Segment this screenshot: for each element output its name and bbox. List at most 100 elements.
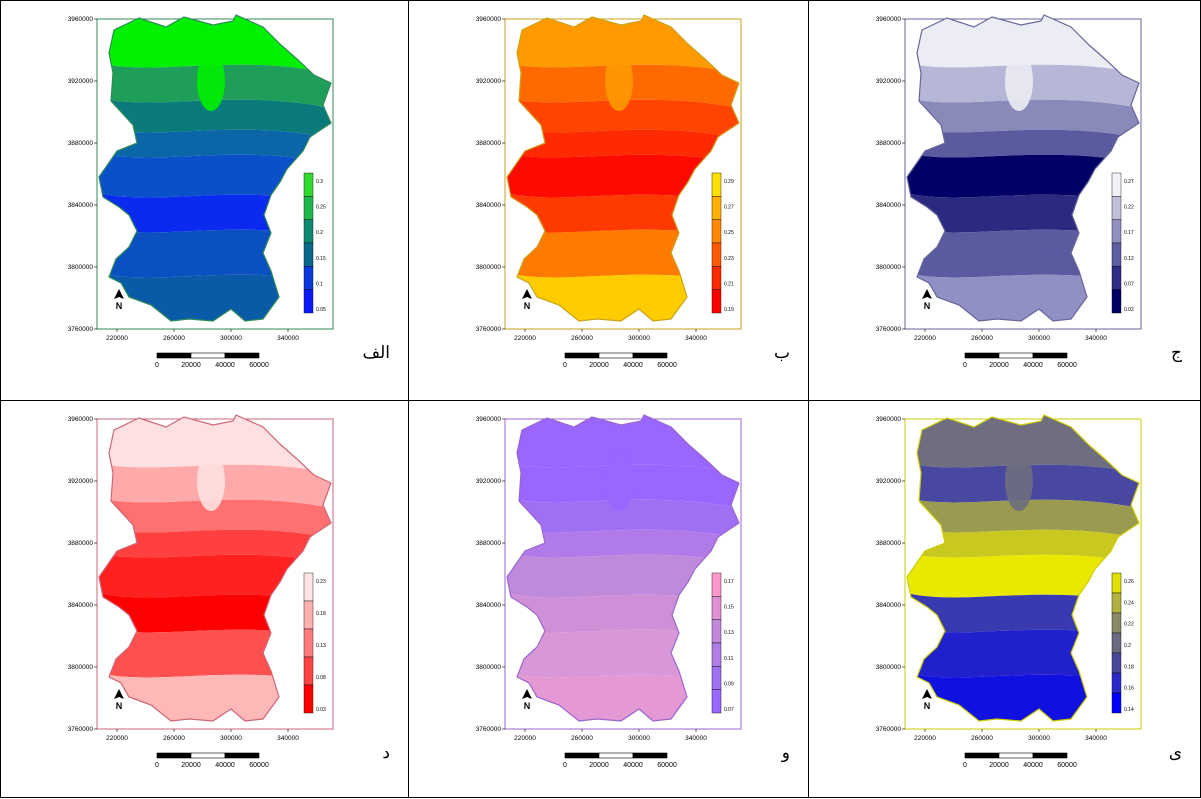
map-panel: 3960000 3920000 3880000 3840000 3800000 37600… xyxy=(0,400,409,798)
contour-peak xyxy=(1005,451,1033,511)
legend-swatch xyxy=(1111,592,1122,614)
scale-bar-segment xyxy=(998,752,1034,759)
scale-bar-segment xyxy=(632,352,668,359)
legend-swatch xyxy=(711,689,722,714)
north-arrow-icon: N xyxy=(922,289,932,311)
region-outline xyxy=(906,14,1140,322)
legend-swatch xyxy=(303,266,314,290)
map-svg: 3960000 3920000 3880000 3840000 3800000 37600… xyxy=(68,14,334,369)
legend-label: 0.23 xyxy=(724,256,734,262)
contour-zone xyxy=(507,496,739,540)
contour-peak xyxy=(605,51,633,111)
svg-text:N: N xyxy=(524,701,531,711)
y-tick-label: 3960000 xyxy=(68,416,94,423)
legend-label: 0.27 xyxy=(1124,179,1134,185)
x-tick-label: 300000 xyxy=(220,335,242,342)
map-panel: 3960000 3920000 3880000 3840000 3800000 37600… xyxy=(808,0,1201,401)
north-arrow-icon: N xyxy=(114,289,124,311)
y-tick-label: 3760000 xyxy=(876,726,902,733)
scale-bar-segment xyxy=(224,352,260,359)
scale-bar-segment xyxy=(564,352,600,359)
legend-swatch xyxy=(711,642,722,667)
legend-label: 0.21 xyxy=(724,281,734,287)
scale-bar-segment xyxy=(564,752,600,759)
legend-swatch xyxy=(303,289,314,314)
x-tick-label: 340000 xyxy=(277,335,299,342)
scale-bar-label: 40000 xyxy=(215,762,235,769)
north-arrow-icon: N xyxy=(522,689,532,711)
y-tick-label: 3840000 xyxy=(476,602,502,609)
legend-label: 0.29 xyxy=(724,179,734,185)
map-panel: 3960000 3920000 3880000 3840000 3800000 37600… xyxy=(408,400,809,798)
legend-swatch xyxy=(1111,692,1122,714)
panel-caption: و xyxy=(781,743,790,763)
legend-label: 0.27 xyxy=(724,205,734,211)
y-tick-label: 3880000 xyxy=(68,140,94,147)
map-panel: 3960000 3920000 3880000 3840000 3800000 37600… xyxy=(808,400,1201,798)
legend-swatch xyxy=(1111,289,1122,314)
legend-swatch xyxy=(711,619,722,644)
panel-caption: د xyxy=(382,743,390,763)
scale-bar-label: 0 xyxy=(563,762,567,769)
y-tick-label: 3800000 xyxy=(476,664,502,671)
y-tick-label: 3800000 xyxy=(876,264,902,271)
scale-bar-segment xyxy=(632,752,668,759)
scale-bar-label: 20000 xyxy=(181,762,201,769)
scale-bar-label: 0 xyxy=(963,362,967,369)
y-tick-label: 3920000 xyxy=(476,78,502,85)
x-tick-label: 260000 xyxy=(571,735,593,742)
legend-swatch xyxy=(303,600,314,630)
legend-swatch xyxy=(303,656,314,686)
legend-swatch xyxy=(711,289,722,314)
legend-label: 0.17 xyxy=(724,579,734,585)
y-tick-label: 3760000 xyxy=(476,326,502,333)
contour-zone xyxy=(507,96,739,140)
legend-swatch xyxy=(1111,632,1122,654)
region-outline xyxy=(506,14,740,322)
scale-bar-segment xyxy=(1032,352,1068,359)
y-tick-label: 3760000 xyxy=(476,726,502,733)
legend-swatch xyxy=(711,572,722,597)
legend-swatch xyxy=(711,219,722,244)
y-tick-label: 3960000 xyxy=(68,16,94,23)
y-tick-label: 3840000 xyxy=(476,202,502,209)
legend-swatch xyxy=(711,596,722,620)
north-arrow-icon: N xyxy=(114,689,124,711)
legend-label: 0.26 xyxy=(1124,579,1134,585)
scale-bar-label: 0 xyxy=(155,762,159,769)
y-tick-label: 3880000 xyxy=(876,140,902,147)
scale-bar-label: 60000 xyxy=(1057,762,1077,769)
contour-peak xyxy=(197,451,225,511)
scale-bar-segment xyxy=(190,352,226,359)
scale-bar-label: 60000 xyxy=(1057,362,1077,369)
y-tick-label: 3880000 xyxy=(476,540,502,547)
x-tick-label: 340000 xyxy=(1085,735,1107,742)
legend-label: 0.1 xyxy=(316,281,323,287)
y-tick-label: 3880000 xyxy=(476,140,502,147)
legend-label: 0.2 xyxy=(316,230,323,236)
y-tick-label: 3840000 xyxy=(68,202,94,209)
y-tick-label: 3960000 xyxy=(876,416,902,423)
scale-bar-label: 20000 xyxy=(589,362,609,369)
legend-label: 0.18 xyxy=(1124,664,1134,670)
north-arrow-icon: N xyxy=(522,289,532,311)
legend-swatch xyxy=(303,172,314,197)
y-tick-label: 3840000 xyxy=(68,602,94,609)
scale-bar-label: 20000 xyxy=(589,762,609,769)
legend-label: 0.2 xyxy=(1124,643,1131,649)
map-svg: 3960000 3920000 3880000 3840000 3800000 37600… xyxy=(476,414,742,769)
x-tick-label: 340000 xyxy=(685,335,707,342)
legend-label: 0.17 xyxy=(1124,230,1134,236)
scale-bar-label: 40000 xyxy=(1023,762,1043,769)
y-tick-label: 3960000 xyxy=(876,16,902,23)
legend-label: 0.15 xyxy=(724,605,734,611)
panel-caption: ج xyxy=(1171,343,1182,363)
legend-label: 0.22 xyxy=(1124,205,1134,211)
scale-bar-label: 40000 xyxy=(623,762,643,769)
y-tick-label: 3800000 xyxy=(68,264,94,271)
y-tick-label: 3760000 xyxy=(68,726,94,733)
legend-label: 0.09 xyxy=(724,681,734,687)
scale-bar-segment xyxy=(224,752,260,759)
y-tick-label: 3840000 xyxy=(876,602,902,609)
x-tick-label: 300000 xyxy=(1028,735,1050,742)
